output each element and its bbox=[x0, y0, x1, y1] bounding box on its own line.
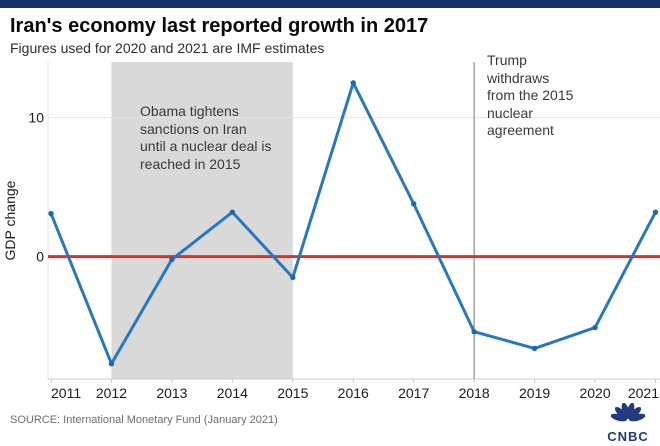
x-tick-label-2021: 2021 bbox=[628, 385, 659, 401]
data-point-2011 bbox=[48, 210, 54, 217]
x-tick-label-2012: 2012 bbox=[96, 385, 127, 401]
y-tick-label-0: 0 bbox=[36, 249, 44, 265]
x-tick-label-2016: 2016 bbox=[338, 385, 369, 401]
cnbc-logo: CNBC bbox=[600, 402, 656, 444]
sanctions-period-band bbox=[111, 62, 293, 379]
y-axis-title: GDP change bbox=[2, 180, 18, 260]
x-tick-label-2018: 2018 bbox=[459, 385, 490, 401]
x-tick-label-2019: 2019 bbox=[519, 385, 550, 401]
x-tick-label-2013: 2013 bbox=[156, 385, 187, 401]
source-credit: SOURCE: International Monetary Fund (Jan… bbox=[10, 414, 278, 426]
data-point-2020 bbox=[592, 324, 598, 331]
x-tick-label-2020: 2020 bbox=[579, 385, 610, 401]
y-tick-label-10: 10 bbox=[28, 110, 44, 126]
x-tick-label-2011: 2011 bbox=[51, 385, 81, 401]
data-point-2014 bbox=[229, 209, 236, 215]
peacock-icon bbox=[610, 402, 646, 422]
annotation-trump-withdrawal: Trump withdraws from the 2015 nuclear ag… bbox=[487, 52, 574, 138]
data-point-2015 bbox=[290, 274, 296, 281]
data-point-2018 bbox=[471, 329, 477, 335]
data-point-2019 bbox=[531, 345, 538, 352]
data-point-2012 bbox=[108, 361, 115, 367]
data-point-2021 bbox=[652, 209, 659, 215]
cnbc-wordmark: CNBC bbox=[607, 429, 649, 443]
data-point-2017 bbox=[411, 201, 417, 207]
chart-subtitle: Figures used for 2020 and 2021 are IMF e… bbox=[10, 40, 325, 56]
data-point-2013 bbox=[169, 256, 175, 263]
data-point-2016 bbox=[350, 80, 356, 86]
x-tick-label-2014: 2014 bbox=[217, 385, 248, 401]
cnbc-logo-svg: CNBC bbox=[607, 402, 649, 444]
annotation-obama-sanctions: Obama tightens sanctions on Iran until a… bbox=[140, 103, 272, 172]
x-tick-label-2017: 2017 bbox=[398, 385, 429, 401]
x-tick-label-2015: 2015 bbox=[277, 385, 308, 401]
top-accent-bar bbox=[0, 0, 660, 8]
chart-title: Iran's economy last reported growth in 2… bbox=[10, 15, 429, 37]
